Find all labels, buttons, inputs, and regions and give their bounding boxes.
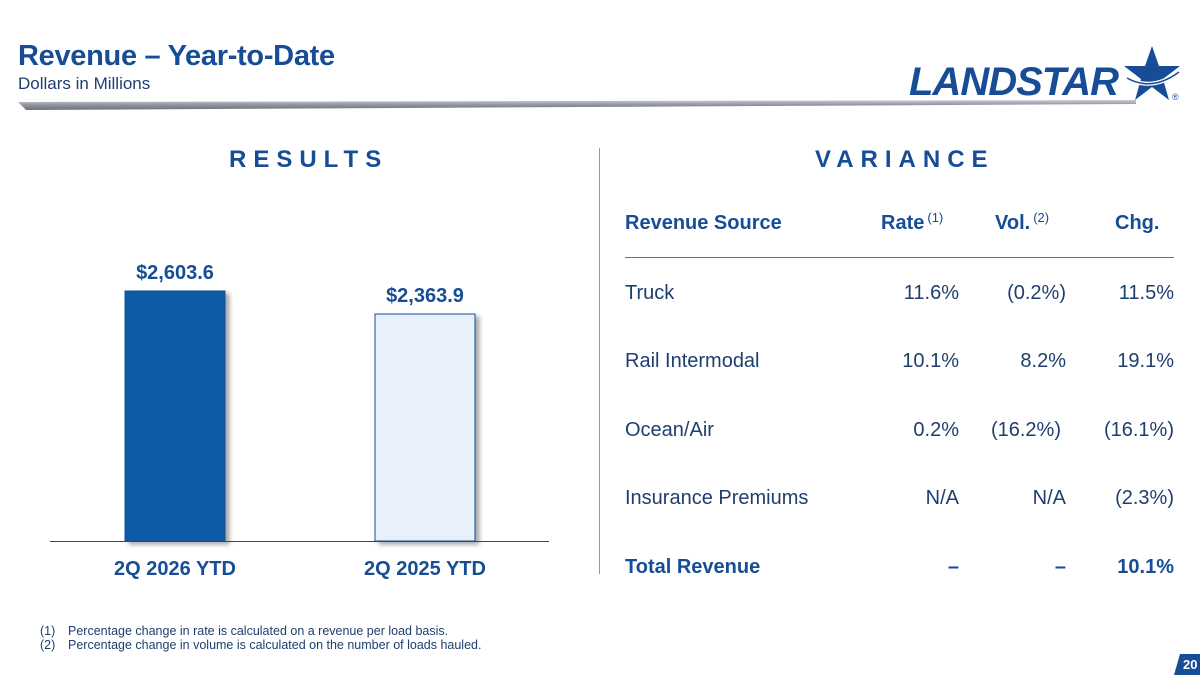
cell-vol: – (1054, 556, 1066, 578)
section-divider (599, 148, 600, 574)
footnote-text: Percentage change in rate is calculated … (68, 624, 449, 638)
category-label: 2Q 2026 YTD (114, 558, 236, 580)
cell-rate: 10.1% (902, 350, 959, 372)
page-number: 20 (1183, 657, 1198, 672)
cell-chg: (2.3%) (1115, 487, 1174, 509)
page-title: Revenue – Year-to-Date (18, 40, 335, 72)
cell-source: Total Revenue (625, 556, 761, 578)
header-rate: Rate (1) (881, 210, 944, 234)
bar-value-label: $2,603.6 (136, 262, 214, 284)
cell-chg: (16.1%) (1103, 419, 1174, 441)
header-vol: Vol. (2) (995, 210, 1050, 234)
rate-footnote-ref: (1) (927, 210, 944, 225)
table-row: Rail Intermodal 10.1% 8.2% 19.1% (625, 350, 1185, 380)
results-heading: RESULTS (229, 146, 389, 173)
page-subtitle: Dollars in Millions (18, 74, 151, 93)
cell-source: Insurance Premiums (625, 487, 809, 509)
vol-footnote-ref: (2) (1033, 210, 1050, 225)
category-label: 2Q 2025 YTD (364, 558, 486, 580)
cell-vol: N/A (1032, 487, 1066, 509)
bar-value-label: $2,363.9 (386, 285, 464, 307)
cell-source: Truck (625, 282, 675, 304)
landstar-logo: LANDSTAR ® (905, 42, 1185, 108)
cell-rate: – (947, 556, 959, 578)
table-row: Insurance Premiums N/A N/A (2.3%) (625, 487, 1185, 517)
cell-rate: 0.2% (913, 419, 959, 441)
registered-mark: ® (1172, 92, 1179, 102)
bar-2 (374, 313, 476, 542)
cell-rate: 11.6% (903, 282, 959, 304)
table-header-rule (625, 257, 1174, 258)
cell-chg: 11.5% (1118, 282, 1174, 304)
chart-svg: $2,603.6 2Q 2026 YTD $2,363.9 2Q 2025 YTD (50, 262, 549, 580)
table-row: Ocean/Air 0.2% (16.2%) (16.1%) (625, 419, 1185, 449)
bar-1 (124, 290, 226, 542)
logo-text: LANDSTAR (909, 60, 1119, 104)
footnote: (1) Percentage change in rate is calcula… (40, 624, 481, 638)
footnote-text: Percentage change in volume is calculate… (68, 638, 482, 652)
header-rule (18, 100, 1136, 110)
star-icon (1124, 46, 1181, 100)
variance-heading: VARIANCE (815, 146, 995, 173)
header-revenue-source: Revenue Source (625, 212, 782, 234)
revenue-bar-chart: $2,603.6 2Q 2026 YTD $2,363.9 2Q 2025 YTD (0, 240, 600, 590)
table-row: Truck 11.6% (0.2%) 11.5% (625, 282, 1185, 312)
cell-vol: (0.2%) (1007, 282, 1066, 304)
header-chg: Chg. (1115, 212, 1160, 234)
cell-source: Ocean/Air (625, 419, 714, 441)
cell-chg: 19.1% (1117, 350, 1174, 372)
footnote-number: (1) (40, 624, 56, 638)
cell-source: Rail Intermodal (625, 350, 760, 372)
cell-vol: (16.2%) (990, 419, 1061, 441)
footnotes: (1) Percentage change in rate is calcula… (40, 624, 481, 652)
page-badge-shape (1174, 654, 1200, 675)
footnote-number: (2) (40, 638, 56, 652)
table-row-total: Total Revenue – – 10.1% (625, 556, 1185, 586)
footnote: (2) Percentage change in volume is calcu… (40, 638, 481, 652)
cell-vol: 8.2% (1020, 350, 1066, 372)
cell-rate: N/A (925, 487, 959, 509)
page-number-badge: 20 (1174, 654, 1200, 675)
cell-chg: 10.1% (1117, 556, 1174, 578)
